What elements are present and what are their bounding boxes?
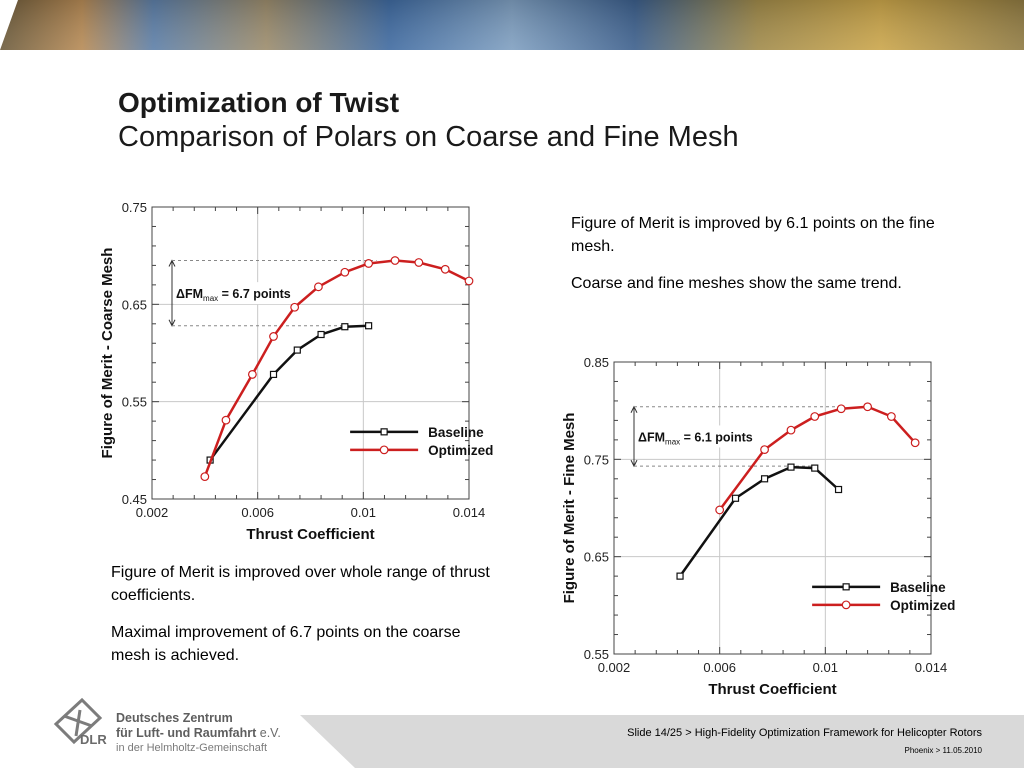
y-tick-label: 0.55 <box>584 647 609 662</box>
optimized-point <box>786 425 796 435</box>
baseline-point <box>787 463 795 471</box>
baseline-point <box>834 485 843 494</box>
baseline-line <box>209 324 369 461</box>
optimized-point <box>290 302 300 312</box>
x-tick-label: 0.002 <box>136 505 169 520</box>
x-tick-label: 0.01 <box>813 660 838 675</box>
y-tick-label: 0.75 <box>584 452 609 467</box>
baseline-point <box>317 330 325 339</box>
annotation-text: ΔFMmax = 6.1 points <box>638 430 753 446</box>
footer-date-info: Phoenix > 11.05.2010 <box>904 746 982 755</box>
optimized-point <box>390 256 400 265</box>
plot-frame <box>613 361 932 655</box>
optimized-point <box>247 370 257 379</box>
optimized-point <box>760 445 769 454</box>
optimized-point <box>440 264 450 274</box>
x-axis-label: Thrust Coefficient <box>708 681 836 698</box>
y-tick-label: 0.45 <box>122 492 147 507</box>
baseline-legend-label: Baseline <box>428 425 484 440</box>
optimized-point <box>340 267 350 277</box>
optimized-legend-marker <box>379 445 389 455</box>
annotation-text: ΔFMmax = 6.7 points <box>176 287 291 303</box>
coarse-mesh-note-1: Figure of Merit is improved over whole r… <box>111 564 490 604</box>
fine-mesh-chart: 0.002 0.006 0.01 0.014 0.55 0.65 0.75 0.85 Thrus… <box>561 355 955 698</box>
org-line-2a: für Luft- und Raumfahrt <box>116 726 257 740</box>
optimized-point <box>414 258 424 267</box>
baseline-line <box>679 465 840 577</box>
org-line-3: in der Helmholtz-Gemeinschaft <box>116 742 268 754</box>
coarse-mesh-note-2: Maximal improvement of 6.7 points on the… <box>111 624 461 664</box>
optimized-legend-label: Optimized <box>428 443 493 458</box>
plot-frame <box>151 206 470 500</box>
y-tick-label: 0.65 <box>584 550 609 565</box>
footer-slide-info: Slide 14/25 > High-Fidelity Optimization… <box>627 727 982 739</box>
coarse-mesh-notes: Figure of Merit is improved over whole r… <box>111 561 491 681</box>
x-tick-label: 0.006 <box>241 505 274 520</box>
logo-text: DLR <box>80 732 107 746</box>
x-tick-label: 0.01 <box>351 505 376 520</box>
optimized-legend-label: Optimized <box>890 598 955 613</box>
coarse-mesh-chart: 0.002 0.006 0.01 0.014 0.45 0.55 0.65 0.75 Thrus… <box>99 200 493 543</box>
fine-mesh-notes: Figure of Merit is improved by 6.1 point… <box>571 212 961 309</box>
annotation-box <box>174 282 302 305</box>
y-axis-label: Figure of Merit - Fine Mesh <box>561 413 578 604</box>
fine-mesh-note-1: Figure of Merit is improved by 6.1 point… <box>571 215 935 255</box>
x-tick-label: 0.006 <box>703 660 736 675</box>
x-tick-label: 0.014 <box>453 505 486 520</box>
optimized-point <box>810 412 820 421</box>
x-axis-label: Thrust Coefficient <box>246 526 374 543</box>
y-axis-label: Figure of Merit - Coarse Mesh <box>99 248 116 459</box>
header-banner <box>0 0 1024 50</box>
optimized-point <box>910 438 920 448</box>
baseline-point <box>341 323 349 331</box>
optimized-point <box>715 505 725 515</box>
optimized-point <box>200 472 210 482</box>
baseline-point <box>760 475 769 483</box>
annotation-box <box>636 425 764 448</box>
fine-mesh-note-2: Coarse and fine meshes show the same tre… <box>571 275 902 292</box>
organization-name: Deutsches Zentrum für Luft- und Raumfahr… <box>116 711 281 756</box>
baseline-legend-label: Baseline <box>890 580 946 595</box>
footer-bar <box>300 715 1024 768</box>
title-block: Optimization of Twist Comparison of Pola… <box>118 86 739 154</box>
optimized-point <box>364 259 374 268</box>
baseline-point <box>731 494 740 502</box>
baseline-point <box>365 322 373 330</box>
optimized-line <box>718 405 917 511</box>
optimized-point <box>269 332 278 341</box>
baseline-point <box>676 572 684 580</box>
optimized-point <box>886 412 896 421</box>
optimized-point <box>221 415 231 425</box>
optimized-point <box>314 282 323 292</box>
y-tick-label: 0.75 <box>122 200 147 215</box>
optimized-line <box>203 259 470 478</box>
dlr-logo-icon: DLR <box>53 697 107 746</box>
x-tick-label: 0.002 <box>598 660 631 675</box>
optimized-point <box>464 276 474 286</box>
x-tick-label: 0.014 <box>915 660 948 675</box>
baseline-point <box>269 370 278 379</box>
optimized-point <box>863 402 873 412</box>
baseline-point <box>293 346 301 354</box>
baseline-point <box>811 464 819 472</box>
y-tick-label: 0.55 <box>122 395 147 410</box>
optimized-legend-marker <box>841 600 851 610</box>
y-tick-label: 0.65 <box>122 297 147 312</box>
y-tick-label: 0.85 <box>584 355 609 370</box>
baseline-legend-marker <box>380 428 388 436</box>
slide-title: Optimization of Twist <box>118 87 400 118</box>
baseline-legend-marker <box>842 583 850 591</box>
org-line-2b: e.V. <box>256 726 281 740</box>
org-line-1: Deutsches Zentrum <box>116 711 233 725</box>
optimized-point <box>836 404 846 414</box>
slide-subtitle: Comparison of Polars on Coarse and Fine … <box>118 121 739 153</box>
